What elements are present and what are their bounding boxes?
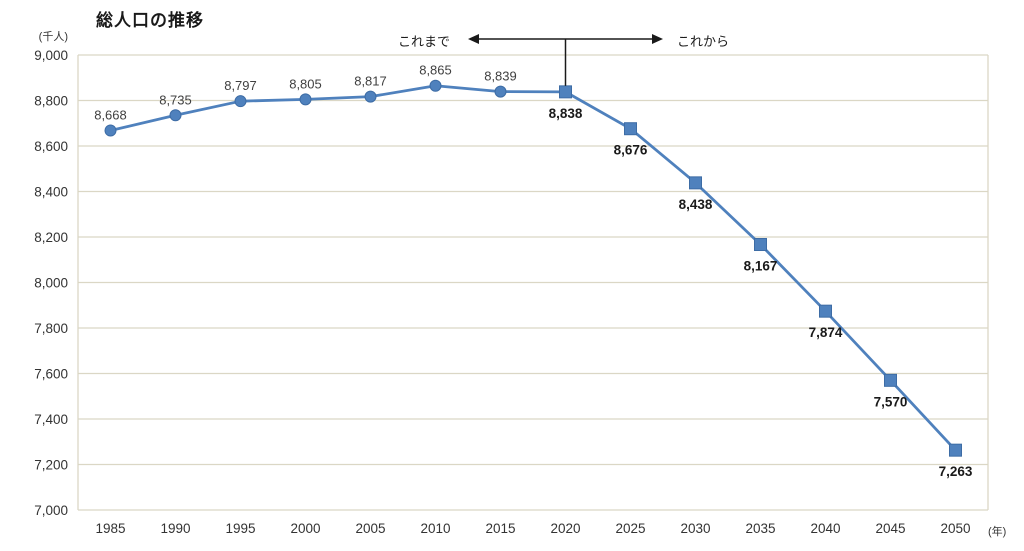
x-tick-label: 1995 <box>225 521 255 536</box>
x-tick-label: 2000 <box>290 521 320 536</box>
x-tick-label: 2020 <box>550 521 580 536</box>
y-tick-label: 7,600 <box>34 367 68 382</box>
x-tick-label: 2025 <box>615 521 645 536</box>
x-tick-label: 1985 <box>95 521 125 536</box>
data-point-marker-square-2035 <box>754 238 767 252</box>
data-label-2040: 7,874 <box>809 325 843 340</box>
x-tick-label: 2045 <box>875 521 905 536</box>
data-label-1985: 8,668 <box>94 108 127 123</box>
annotation-arrowhead-right <box>652 34 663 44</box>
chart-title: 総人口の推移 <box>96 11 204 30</box>
data-point-marker-square-2050 <box>949 443 962 457</box>
y-tick-label: 9,000 <box>34 48 68 63</box>
x-tick-label: 1990 <box>160 521 190 536</box>
y-tick-label: 7,200 <box>34 458 68 473</box>
data-point-marker-circle-2015 <box>494 85 507 98</box>
data-label-2000: 8,805 <box>289 76 322 91</box>
data-label-2050: 7,263 <box>939 464 973 479</box>
x-tick-label: 2005 <box>355 521 385 536</box>
y-tick-label: 7,400 <box>34 412 68 427</box>
data-point-marker-circle-1990 <box>169 109 182 122</box>
y-tick-label: 8,800 <box>34 94 68 109</box>
data-label-2035: 8,167 <box>744 259 778 274</box>
x-axis-unit-label: (年) <box>988 526 1007 538</box>
data-label-2020: 8,838 <box>549 106 583 121</box>
x-tick-label: 2035 <box>745 521 775 536</box>
data-label-2045: 7,570 <box>874 394 908 409</box>
data-label-2005: 8,817 <box>354 74 387 89</box>
x-tick-label: 2050 <box>940 521 970 536</box>
data-label-2025: 8,676 <box>614 143 648 158</box>
y-tick-label: 7,800 <box>34 321 68 336</box>
annotation-past-label: これまで <box>397 34 450 49</box>
annotation-future-label: これから <box>677 34 730 49</box>
data-point-marker-square-2025 <box>624 122 637 136</box>
data-label-1995: 8,797 <box>224 78 257 93</box>
x-tick-label: 2015 <box>485 521 515 536</box>
y-tick-label: 8,000 <box>34 276 68 291</box>
y-tick-label: 8,400 <box>34 185 68 200</box>
data-point-marker-circle-2005 <box>364 90 377 103</box>
y-tick-label: 7,000 <box>34 503 68 518</box>
data-point-marker-circle-2000 <box>299 93 312 106</box>
x-tick-label: 2010 <box>420 521 450 536</box>
data-label-1990: 8,735 <box>159 92 192 107</box>
y-axis-unit-label: (千人) <box>38 31 68 43</box>
data-label-2010: 8,865 <box>419 63 452 78</box>
data-label-2015: 8,839 <box>484 69 517 84</box>
series-line <box>110 84 957 452</box>
data-point-marker-square-2020 <box>559 85 572 99</box>
x-tick-label: 2030 <box>680 521 710 536</box>
data-point-marker-circle-1985 <box>104 124 117 137</box>
y-tick-label: 8,600 <box>34 139 68 154</box>
data-point-marker-square-2040 <box>819 304 832 318</box>
data-point-marker-square-2030 <box>689 176 702 190</box>
data-point-marker-circle-2010 <box>429 79 442 92</box>
data-point-marker-square-2045 <box>884 373 897 387</box>
y-tick-label: 8,200 <box>34 230 68 245</box>
annotation-arrowhead-left <box>468 34 479 44</box>
x-tick-label: 2040 <box>810 521 840 536</box>
data-label-2030: 8,438 <box>679 197 713 212</box>
data-point-marker-circle-1995 <box>234 95 247 108</box>
